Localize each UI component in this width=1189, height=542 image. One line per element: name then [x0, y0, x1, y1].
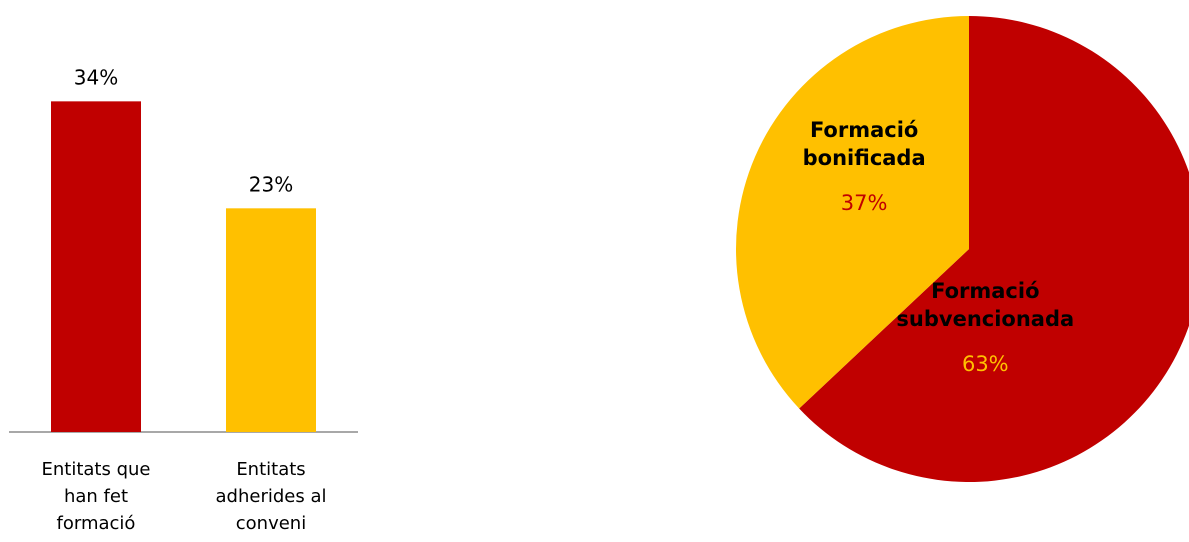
bar-1: [226, 208, 316, 432]
pie-slice-0: [799, 16, 1189, 482]
category-label-1-line-0: Entitats: [236, 459, 305, 480]
pie-slice-name-1: Formació bonificada: [803, 118, 926, 170]
category-label-1: Entitats adherides al conveni: [216, 459, 327, 534]
pie-slice-1: [736, 16, 969, 409]
category-label-0-line-2: formació: [57, 513, 136, 534]
bar-value-label-1: 23%: [249, 172, 293, 196]
pie-slice-percent-0: 63%: [962, 352, 1009, 376]
category-label-0: Entitats que han fet formació: [42, 459, 151, 534]
pie-slice-name-0-line-1: subvencionada: [896, 307, 1074, 331]
pie-slice-name-0: Formació subvencionada: [896, 279, 1074, 331]
category-label-0-line-0: Entitats que: [42, 459, 151, 480]
category-label-0-line-1: han fet: [64, 486, 128, 507]
bar-chart: 34% Entitats que han fet formació 23% Entitat…: [9, 65, 358, 534]
category-label-1-line-1: adherides al: [216, 486, 327, 507]
pie-slice-percent-1: 37%: [841, 191, 888, 215]
pie-slice-name-1-line-1: bonificada: [803, 146, 926, 170]
bar-0: [51, 101, 141, 432]
pie-slice-name-1-line-0: Formació: [810, 118, 918, 142]
category-label-1-line-2: conveni: [236, 513, 306, 534]
pie-slice-name-0-line-0: Formació: [931, 279, 1039, 303]
pie-chart: Formació subvencionada 63% Formació bonifica…: [736, 16, 1189, 482]
bar-value-label-0: 34%: [74, 65, 118, 89]
